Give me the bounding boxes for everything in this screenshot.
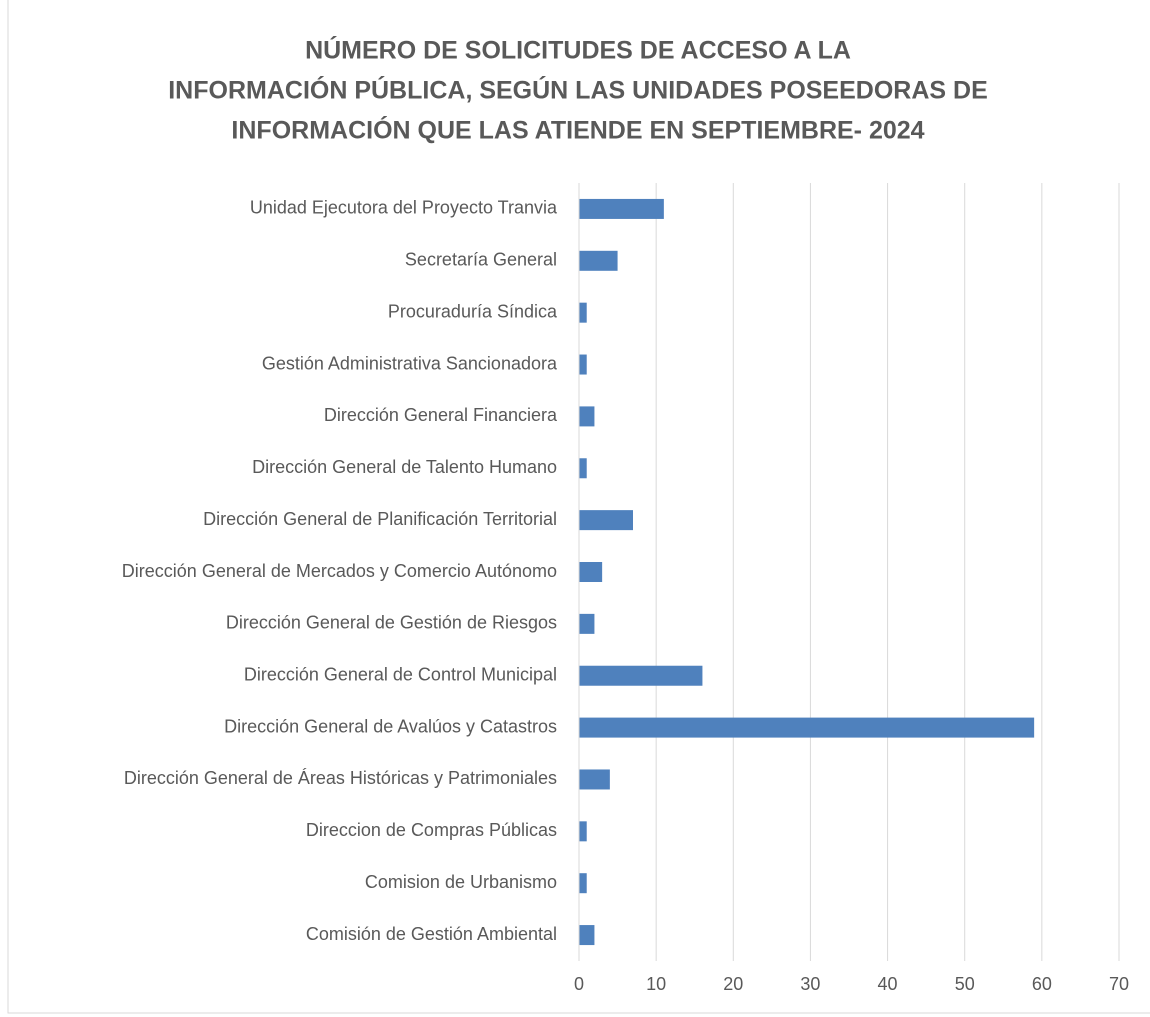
y-tick-label: Dirección General de Talento Humano [252,457,557,477]
bar [579,406,595,427]
y-tick-label: Dirección General de Áreas Históricas y … [124,768,557,788]
y-tick-label: Gestión Administrativa Sancionadora [262,353,558,373]
bar [579,925,595,946]
bar [579,769,610,790]
bar [579,873,587,894]
y-tick-label: Comisión de Gestión Ambiental [306,924,557,944]
x-tick-label: 0 [574,974,584,994]
bar [579,665,703,686]
y-tick-label: Dirección General de Planificación Terri… [203,509,557,529]
y-tick-label: Unidad Ejecutora del Proyecto Tranvia [250,198,558,218]
bar [579,717,1035,738]
y-tick-label: Dirección General de Avalúos y Catastros [224,716,557,736]
chart-title: INFORMACIÓN QUE LAS ATIENDE EN SEPTIEMBR… [231,115,924,145]
y-tick-label: Dirección General Financiera [324,405,558,425]
y-tick-label: Comision de Urbanismo [365,872,557,892]
bar [579,250,618,271]
bar [579,510,633,531]
x-tick-label: 60 [1032,974,1052,994]
x-tick-label: 30 [800,974,820,994]
bar [579,613,595,634]
y-tick-label: Dirección General de Control Municipal [244,664,557,684]
y-tick-label: Dirección General de Gestión de Riesgos [226,613,557,633]
bar [579,354,587,375]
chart-title: INFORMACIÓN PÚBLICA, SEGÚN LAS UNIDADES … [168,75,988,105]
y-tick-label: Dirección General de Mercados y Comercio… [122,561,557,581]
chart-frame [7,0,1150,1014]
bar [579,302,587,323]
x-tick-label: 20 [723,974,743,994]
bar [579,458,587,479]
x-tick-label: 50 [955,974,975,994]
x-tick-label: 40 [878,974,898,994]
bar [579,562,603,582]
y-tick-label: Procuraduría Síndica [388,301,558,321]
x-tick-label: 10 [646,974,666,994]
bar [579,821,587,842]
chart-title: NÚMERO DE SOLICITUDES DE ACCESO A LA [305,35,851,65]
y-tick-label: Direccion de Compras Públicas [306,820,557,840]
bar [579,198,664,219]
x-tick-label: 70 [1109,974,1129,994]
y-tick-label: Secretaría General [405,250,557,270]
